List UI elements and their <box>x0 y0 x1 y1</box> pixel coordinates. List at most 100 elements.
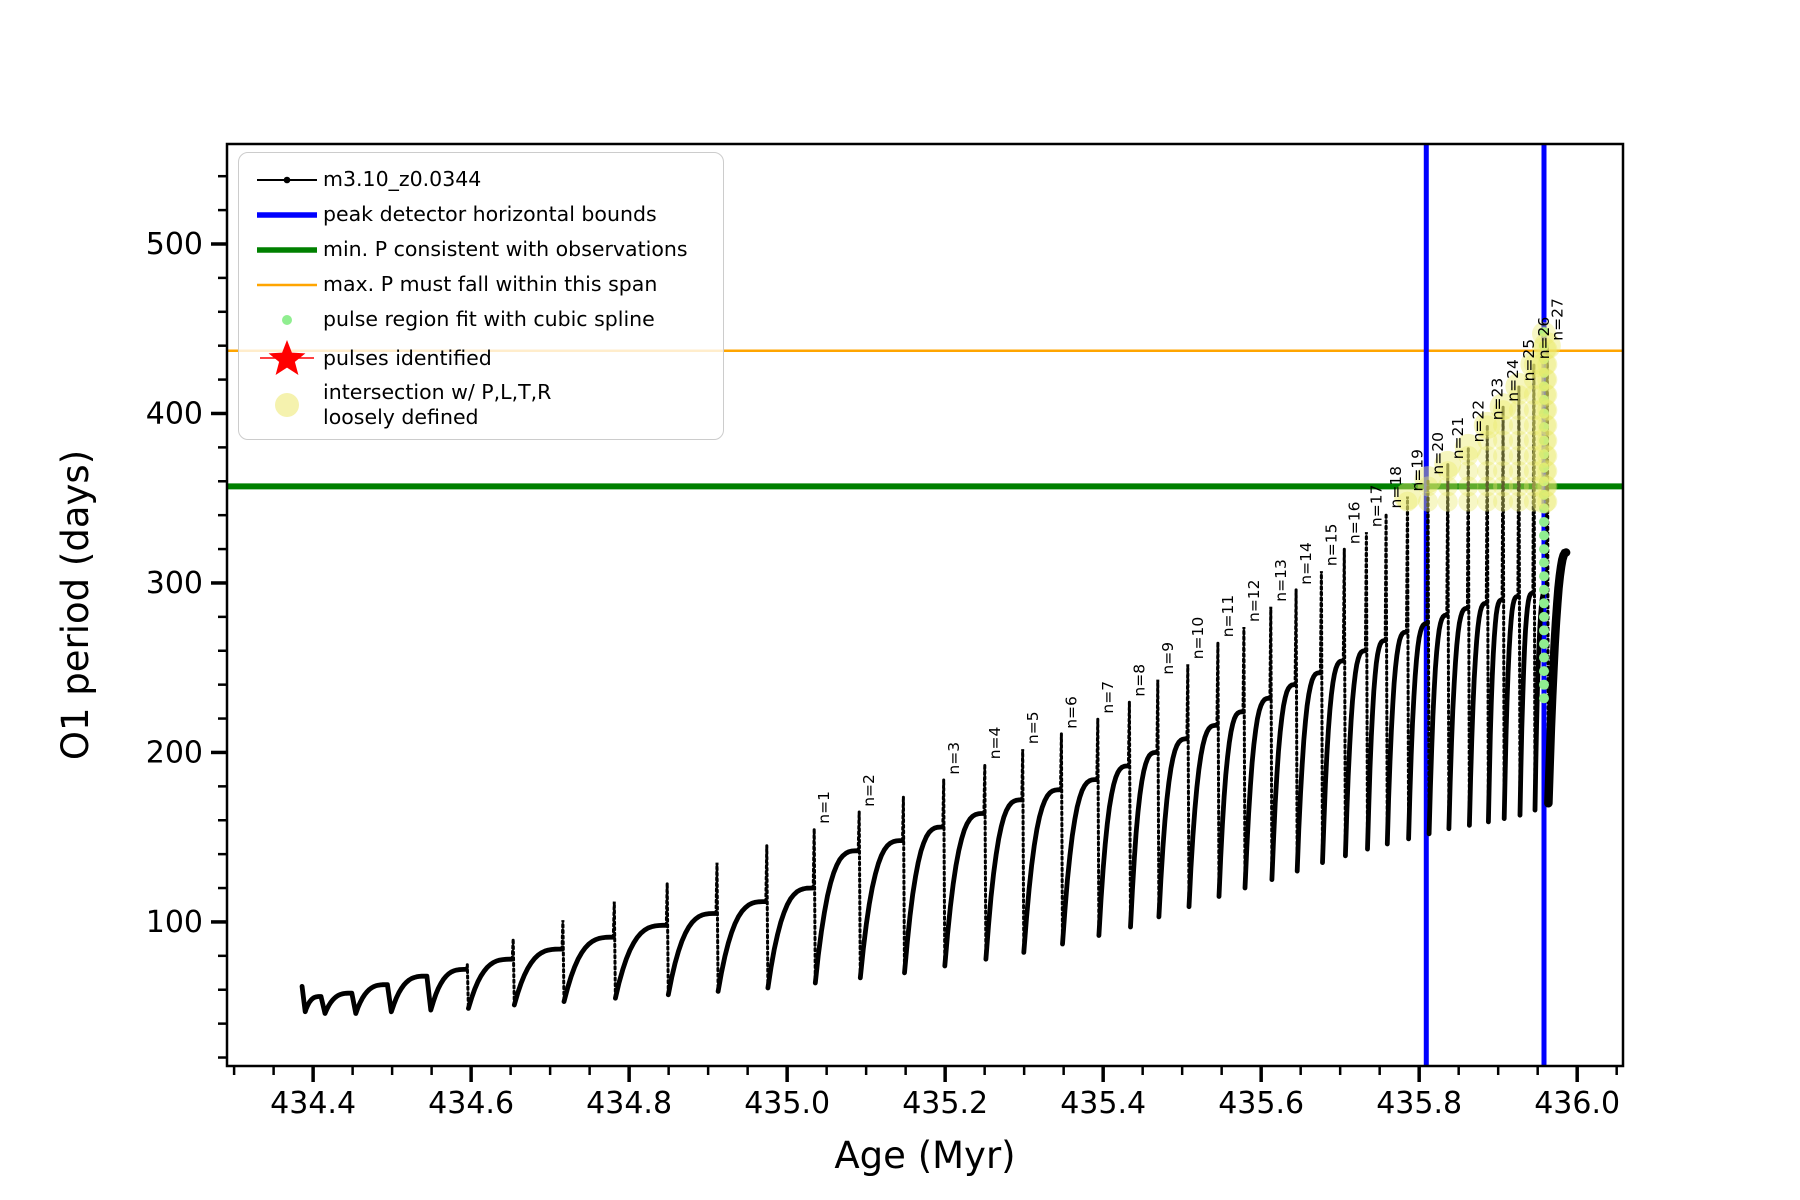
x-tick-label: 434.8 <box>586 1086 672 1121</box>
pulse-label-n2: n=2 <box>860 774 878 807</box>
intersection-dot-tip <box>1520 350 1548 378</box>
series-line-marker <box>251 167 323 193</box>
intersection-dot-tip <box>1393 483 1421 511</box>
intersection-dot <box>1537 384 1558 405</box>
legend-item-max-p: max. P must fall within this span <box>251 268 709 301</box>
intersection-dot <box>1523 461 1544 482</box>
legend-item-pulses: pulses identified <box>251 338 709 378</box>
spline-fit-dot <box>1538 408 1549 419</box>
spline-fit-dot <box>1538 489 1549 500</box>
spline-fit-dot <box>1538 340 1549 351</box>
y-axis-label: O1 period (days) <box>54 450 97 760</box>
x-tick-label: 436.0 <box>1534 1086 1620 1121</box>
spline-fit-dot <box>1538 571 1549 582</box>
legend-label-max-p: max. P must fall within this span <box>323 272 658 297</box>
pulse-label-n13: n=13 <box>1272 559 1290 602</box>
legend-item-peak-bounds: peak detector horizontal bounds <box>251 198 709 231</box>
green-dot-marker <box>251 307 323 333</box>
blue-line-marker <box>251 202 323 228</box>
pulse-label-n27: n=27 <box>1548 298 1566 341</box>
red-star-icon <box>251 338 323 378</box>
intersection-dot-column <box>1531 459 1556 484</box>
intersection-dot <box>1477 461 1498 482</box>
intersection-dot-column <box>1531 489 1556 514</box>
y-tick-label: 500 <box>146 227 203 262</box>
pulse-label-n19: n=19 <box>1409 449 1427 492</box>
legend-label-min-p: min. P consistent with observations <box>323 237 688 262</box>
pulse-label-n24: n=24 <box>1504 359 1522 402</box>
x-tick-label: 434.6 <box>428 1086 514 1121</box>
y-tick-label: 200 <box>146 735 203 770</box>
intersection-dot-tip <box>1473 411 1501 439</box>
x-tick-label: 434.4 <box>270 1086 356 1121</box>
x-axis-label: Age (Myr) <box>834 1134 1015 1177</box>
spline-fit-dot <box>1538 679 1549 690</box>
intersection-dot <box>1493 445 1514 466</box>
pulse-label-n20: n=20 <box>1429 432 1447 475</box>
pulse-label-n15: n=15 <box>1322 524 1340 567</box>
intersection-dot <box>1418 491 1439 512</box>
y-tick-label: 300 <box>146 566 203 601</box>
intersection-dot <box>1437 476 1458 497</box>
spline-fit-dot <box>1538 354 1549 365</box>
intersection-dot <box>1537 415 1558 436</box>
end-hook <box>1544 548 1571 808</box>
intersection-dot <box>1477 415 1498 436</box>
legend-item-series: m3.10_z0.0344 <box>251 163 709 196</box>
x-tick-label: 435.6 <box>1218 1086 1304 1121</box>
intersection-dot-tip <box>1434 450 1462 478</box>
intersection-dot <box>1458 445 1479 466</box>
intersection-dot <box>1437 461 1458 482</box>
spline-fit-dot <box>1538 327 1549 338</box>
intersection-dot <box>1508 476 1529 497</box>
intersection-dot <box>1537 354 1558 375</box>
pulse-label-n18: n=18 <box>1387 466 1405 509</box>
legend-label-spline: pulse region fit with cubic spline <box>323 307 655 332</box>
spline-fit-dot <box>1538 503 1549 514</box>
intersection-dot-tip <box>1414 466 1442 494</box>
intersection-dot <box>1537 491 1558 512</box>
spline-fit-dot <box>1538 652 1549 663</box>
intersection-dot <box>1523 491 1544 512</box>
spline-fit-dot <box>1538 625 1549 636</box>
intersection-dot-column <box>1531 367 1556 392</box>
pulse-label-n7: n=7 <box>1099 681 1117 714</box>
x-tick-label: 435.0 <box>744 1086 830 1121</box>
intersection-dot <box>1523 445 1544 466</box>
spline-fit-dot <box>1538 462 1549 473</box>
spline-fit-dot <box>1538 435 1549 446</box>
intersection-dot <box>1477 491 1498 512</box>
spline-fit-dot <box>1538 598 1549 609</box>
pulse-label-n22: n=22 <box>1469 400 1487 443</box>
intersection-dot <box>1537 339 1558 360</box>
spline-fit-dot <box>1538 516 1549 527</box>
pulse-label-n6: n=6 <box>1063 696 1081 729</box>
legend-label-peak-bounds: peak detector horizontal bounds <box>323 202 657 227</box>
pulse-label-n11: n=11 <box>1219 595 1237 638</box>
intersection-dot <box>1523 400 1544 421</box>
pulse-label-n3: n=3 <box>945 742 963 775</box>
legend-label-pulses: pulses identified <box>323 345 492 370</box>
intersection-dot-column <box>1531 443 1556 468</box>
spline-fit-dot <box>1538 693 1549 704</box>
pulse-label-n14: n=14 <box>1297 542 1315 585</box>
legend-item-min-p: min. P consistent with observations <box>251 233 709 266</box>
intersection-dot <box>1493 400 1514 421</box>
pulse-label-n17: n=17 <box>1367 485 1385 528</box>
intersection-dot <box>1458 476 1479 497</box>
spline-fit-dot <box>1538 611 1549 622</box>
intersection-dot <box>1508 400 1529 421</box>
intersection-dot-column <box>1531 382 1556 407</box>
spline-fit-dot <box>1538 638 1549 649</box>
intersection-dot-column <box>1531 474 1556 499</box>
intersection-dot <box>1537 461 1558 482</box>
pulse-label-n9: n=9 <box>1159 642 1177 675</box>
spline-fit-dot <box>1538 422 1549 433</box>
intersection-dot <box>1508 415 1529 436</box>
pulse-label-n1: n=1 <box>815 791 833 824</box>
intersection-dot <box>1493 415 1514 436</box>
pulse-label-n8: n=8 <box>1130 664 1148 697</box>
intersection-dot <box>1458 461 1479 482</box>
